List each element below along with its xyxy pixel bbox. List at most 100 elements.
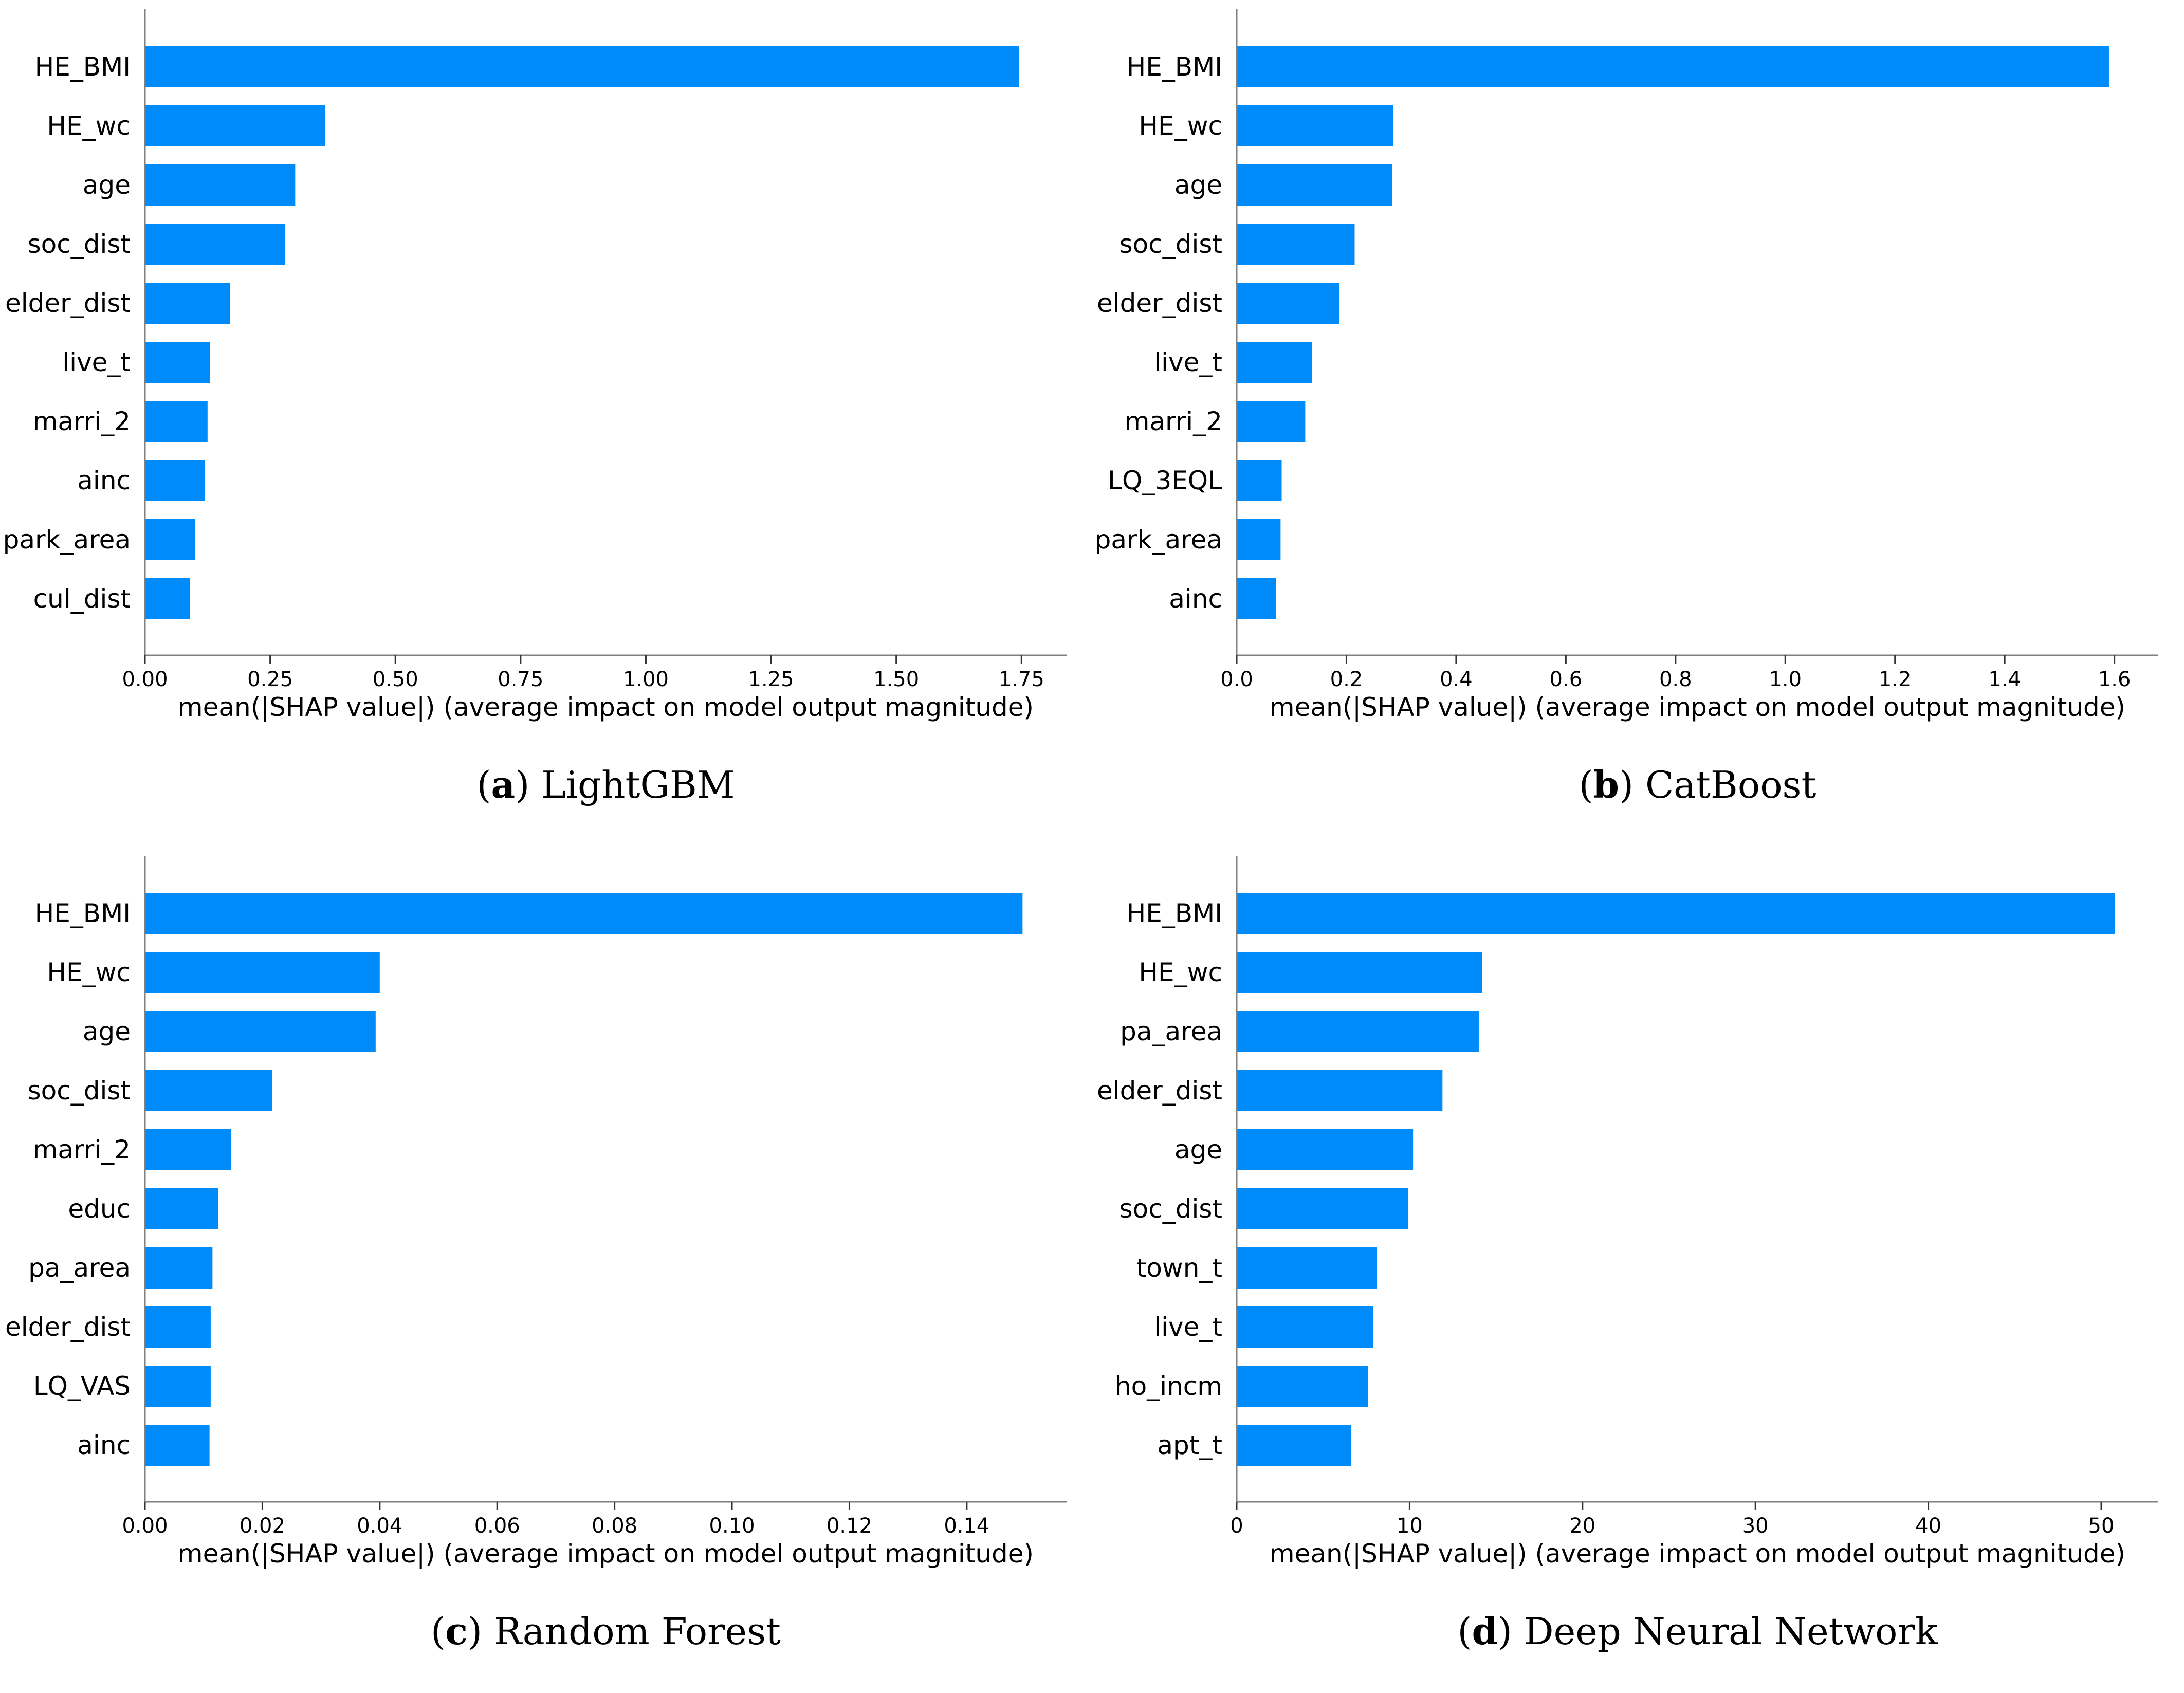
bar-park_area xyxy=(1237,519,1281,560)
bar-live_t xyxy=(1237,1306,1373,1348)
y-tick-label: park_area xyxy=(3,525,131,555)
bar-live_t xyxy=(1237,342,1312,383)
caption-open-paren: ( xyxy=(431,1610,445,1653)
y-tick-label: marri_2 xyxy=(33,407,131,436)
y-tick-label: ainc xyxy=(1169,584,1222,614)
y-tick-label: elder_dist xyxy=(5,288,131,318)
x-tick-label: 0.75 xyxy=(498,668,543,691)
bar-age xyxy=(1237,1129,1414,1170)
y-tick-label: age xyxy=(1174,1135,1222,1165)
y-tick-label: live_t xyxy=(1154,1312,1222,1342)
y-tick-label: elder_dist xyxy=(5,1312,131,1342)
bar-age xyxy=(145,1011,376,1052)
y-tick-label: park_area xyxy=(1095,525,1222,555)
bar-soc_dist xyxy=(145,1070,272,1111)
bar-HE_BMI xyxy=(145,893,1023,934)
bar-park_area xyxy=(145,519,195,560)
bar-marri_2 xyxy=(145,401,208,442)
caption-letter: b xyxy=(1593,763,1619,806)
y-tick-label: live_t xyxy=(1154,347,1222,377)
x-tick-label: 0.02 xyxy=(240,1514,285,1538)
y-tick-label: elder_dist xyxy=(1097,1076,1222,1106)
y-tick-label: town_t xyxy=(1136,1253,1222,1283)
x-tick-label: 0.0 xyxy=(1220,668,1253,691)
bar-HE_wc xyxy=(145,105,325,146)
y-tick-label: HE_wc xyxy=(47,958,131,987)
x-tick-label: 0.12 xyxy=(827,1514,872,1538)
x-tick-label: 50 xyxy=(2088,1514,2115,1538)
y-tick-label: elder_dist xyxy=(1097,288,1222,318)
x-axis-title: mean(|SHAP value|) (average impact on mo… xyxy=(178,692,1034,722)
caption-model-name: LightGBM xyxy=(541,763,735,806)
caption-open-paren: ( xyxy=(1579,763,1593,806)
x-tick-label: 0.08 xyxy=(592,1514,637,1538)
x-tick-label: 0.2 xyxy=(1330,668,1363,691)
caption-close-paren: ) xyxy=(515,763,541,806)
y-tick-label: age xyxy=(83,170,131,200)
bar-LQ_3EQL xyxy=(1237,460,1282,501)
caption-close-paren: ) xyxy=(1498,1610,1524,1653)
x-tick-label: 1.50 xyxy=(873,668,919,691)
panel-caption: (a) LightGBM xyxy=(476,763,735,806)
caption-letter: a xyxy=(491,763,516,806)
panel-caption: (c) Random Forest xyxy=(431,1609,781,1653)
x-tick-label: 0 xyxy=(1230,1514,1243,1538)
y-tick-label: soc_dist xyxy=(28,229,131,259)
caption-open-paren: ( xyxy=(476,763,491,806)
bar-HE_wc xyxy=(1237,105,1393,146)
x-tick-label: 1.4 xyxy=(1988,668,2021,691)
caption-close-paren: ) xyxy=(468,1610,494,1653)
bar-apt_t xyxy=(1237,1425,1351,1466)
x-tick-label: 0.8 xyxy=(1659,668,1692,691)
bar-ainc xyxy=(145,1425,210,1466)
y-tick-label: LQ_VAS xyxy=(33,1371,131,1401)
bar-elder_dist xyxy=(145,283,230,324)
x-tick-label: 0.10 xyxy=(709,1514,755,1538)
bar-soc_dist xyxy=(145,224,285,265)
caption-letter: c xyxy=(445,1609,468,1653)
x-tick-label: 1.6 xyxy=(2098,668,2131,691)
x-tick-label: 10 xyxy=(1397,1514,1423,1538)
x-tick-label: 1.25 xyxy=(748,668,794,691)
bar-marri_2 xyxy=(1237,401,1306,442)
y-tick-label: soc_dist xyxy=(1119,1194,1222,1224)
x-tick-label: 0.50 xyxy=(373,668,418,691)
y-tick-label: educ xyxy=(68,1194,131,1224)
bar-pa_area xyxy=(1237,1011,1479,1052)
panel-caption: (d) Deep Neural Network xyxy=(1457,1609,1938,1653)
y-tick-label: marri_2 xyxy=(33,1135,131,1165)
x-tick-label: 0.4 xyxy=(1440,668,1473,691)
y-tick-label: marri_2 xyxy=(1125,407,1222,436)
x-tick-label: 1.0 xyxy=(1769,668,1802,691)
bar-HE_BMI xyxy=(1237,46,2109,87)
bar-HE_BMI xyxy=(145,46,1019,87)
x-tick-label: 0.04 xyxy=(357,1514,402,1538)
y-tick-label: HE_wc xyxy=(1139,111,1222,141)
bar-cul_dist xyxy=(145,578,190,619)
y-tick-label: age xyxy=(1174,170,1222,200)
y-tick-label: apt_t xyxy=(1157,1430,1222,1460)
caption-model-name: Random Forest xyxy=(494,1610,781,1653)
x-tick-label: 0.00 xyxy=(122,1514,168,1538)
bar-elder_dist xyxy=(145,1306,211,1348)
y-tick-label: age xyxy=(83,1017,131,1046)
panel-caption: (b) CatBoost xyxy=(1579,763,1816,806)
bar-elder_dist xyxy=(1237,283,1339,324)
y-tick-label: LQ_3EQL xyxy=(1108,466,1222,495)
x-tick-label: 0.06 xyxy=(474,1514,520,1538)
caption-letter: d xyxy=(1472,1609,1498,1653)
y-tick-label: HE_BMI xyxy=(35,898,131,928)
bar-live_t xyxy=(145,342,210,383)
x-tick-label: 20 xyxy=(1569,1514,1595,1538)
y-tick-label: HE_BMI xyxy=(35,52,131,82)
bar-soc_dist xyxy=(1237,224,1355,265)
bar-educ xyxy=(145,1188,218,1229)
x-tick-label: 1.2 xyxy=(1879,668,1912,691)
y-tick-label: HE_wc xyxy=(47,111,131,141)
x-tick-label: 0.14 xyxy=(944,1514,989,1538)
x-axis-title: mean(|SHAP value|) (average impact on mo… xyxy=(1270,692,2125,722)
